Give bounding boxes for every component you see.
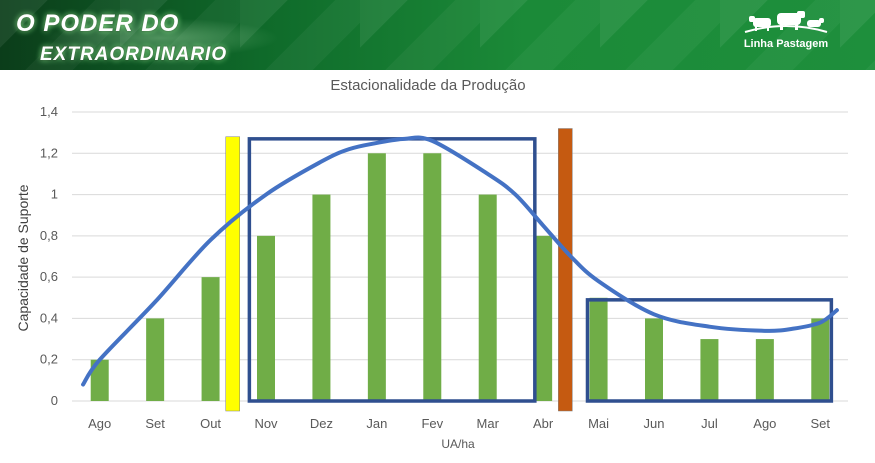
annotations — [81, 128, 839, 412]
x-tick-label: Dez — [310, 416, 333, 431]
bar — [755, 339, 774, 401]
x-tick-label: Fev — [421, 416, 443, 431]
y-axis-ticks: 0 0,2 0,4 0,6 0,8 1 1,2 1,4 — [40, 104, 58, 408]
bar — [90, 359, 109, 401]
x-tick-label: Set — [145, 416, 165, 431]
bar-series — [90, 153, 830, 401]
marker-bar — [558, 128, 573, 412]
cattle-icon — [744, 11, 828, 33]
chart-title: Estacionalidade da Produção — [330, 77, 525, 94]
bar — [146, 318, 165, 401]
x-tick-label: Jun — [644, 416, 665, 431]
y-tick-label: 0,8 — [40, 228, 58, 243]
bar — [534, 235, 553, 401]
event-logo-line1: O PODER DO — [16, 10, 180, 37]
y-tick-label: 0 — [51, 393, 58, 408]
bar — [312, 194, 331, 401]
bar — [257, 235, 275, 401]
bar — [201, 277, 220, 401]
bar — [811, 318, 830, 401]
x-tick-label: Jan — [366, 416, 387, 431]
x-tick-label: Mar — [477, 416, 500, 431]
brand-name: Linha Pastagem — [743, 38, 829, 50]
bar — [700, 339, 719, 401]
period-box — [585, 298, 834, 403]
capacity-chart: Estacionalidade da Produção 0 0,2 0,4 0,6 0,… — [15, 77, 848, 451]
y-tick-label: 0,6 — [40, 269, 58, 284]
marker-bar — [225, 136, 240, 412]
event-logo-line2: EXTRAORDINARIO — [40, 44, 228, 65]
brand-logo: Linha Pastagem — [731, 10, 841, 62]
event-logo: O PODER DO EXTRAORDINARIO — [16, 8, 316, 68]
bar — [367, 153, 386, 401]
x-tick-label: Mai — [588, 416, 609, 431]
bar — [423, 153, 442, 401]
x-tick-label: Out — [200, 416, 221, 431]
chart-area: Estacionalidade da Produção 0 0,2 0,4 0,6 0,… — [0, 70, 875, 458]
y-tick-label: 1 — [51, 187, 58, 202]
x-axis-ticks: Ago Set Out Nov Dez Jan Fev Mar Abr Mai Jun Jul Ago S… — [88, 416, 830, 431]
bar — [478, 194, 497, 401]
y-tick-label: 1,4 — [40, 104, 58, 119]
x-axis-label: UA/ha — [441, 437, 475, 451]
x-tick-label: Set — [811, 416, 831, 431]
banner-glow — [40, 18, 280, 58]
y-tick-label: 0,4 — [40, 310, 58, 325]
bar — [645, 318, 663, 401]
banner-pattern — [0, 0, 875, 70]
y-axis-label: Capacidade de Suporte — [15, 184, 31, 331]
bar — [589, 297, 608, 401]
x-tick-label: Jul — [701, 416, 718, 431]
x-tick-label: Ago — [753, 416, 776, 431]
y-tick-label: 1,2 — [40, 145, 58, 160]
x-tick-label: Ago — [88, 416, 111, 431]
trend-curve — [81, 135, 839, 387]
y-tick-label: 0,2 — [40, 352, 58, 367]
x-tick-label: Abr — [533, 416, 554, 431]
header-banner: O PODER DO EXTRAORDINARIO Linha Pastagem — [0, 0, 875, 70]
x-tick-label: Nov — [254, 416, 278, 431]
